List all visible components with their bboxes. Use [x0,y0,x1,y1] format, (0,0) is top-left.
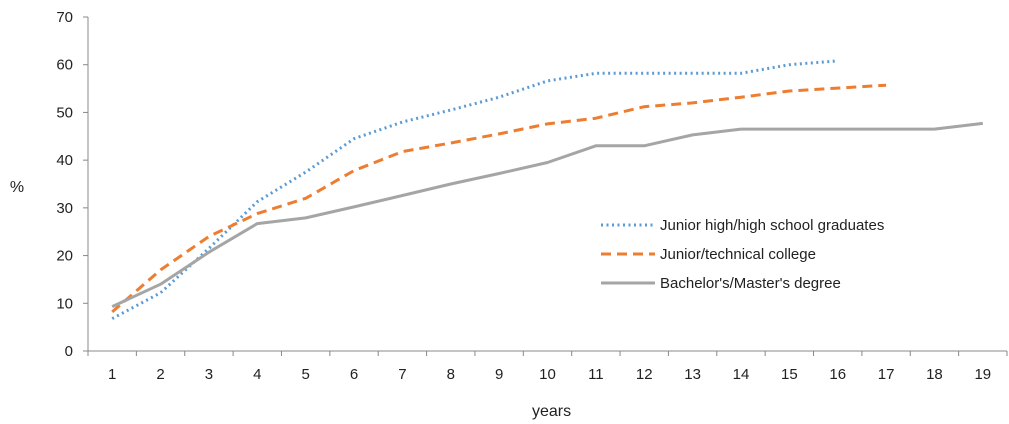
y-axis-ticks: 0 10 20 30 40 50 60 70 [56,9,88,360]
axes [87,17,1007,352]
series-line-2 [111,83,887,314]
series-lines [111,59,983,320]
y-tick-label: 10 [56,295,73,312]
legend: Junior high/high school graduates Junior/… [601,217,884,292]
x-axis-title: years [532,403,571,420]
y-tick-label: 30 [56,200,73,217]
x-tick-label: 16 [829,366,846,383]
y-tick-label: 20 [56,248,73,265]
x-tick-label: 10 [539,366,556,383]
x-tick-label: 9 [495,366,503,383]
x-tick-label: 7 [398,366,406,383]
x-tick-label: 5 [301,366,309,383]
x-tick-label: 8 [447,366,455,383]
y-tick-label: 0 [65,343,73,360]
x-tick-label: 18 [926,366,943,383]
series-line-3 [111,121,983,308]
x-tick-label: 11 [588,366,604,383]
y-tick-label: 60 [56,57,73,74]
x-tick-label: 12 [636,366,653,383]
x-axis-ticks: 1 2 3 4 5 6 7 8 9 10 11 12 13 14 15 16 17 18 19 [87,351,1008,383]
x-tick-label: 1 [108,366,116,383]
y-tick-label: 50 [56,104,73,121]
x-tick-label: 6 [350,366,358,383]
y-tick-label: 40 [56,152,73,169]
x-tick-label: 3 [205,366,213,383]
y-tick-label: 70 [56,9,73,26]
x-tick-label: 15 [781,366,798,383]
x-tick-label: 2 [156,366,164,383]
x-tick-label: 14 [733,366,750,383]
y-axis-title: % [10,179,24,196]
legend-label: Bachelor's/Master's degree [660,275,841,292]
legend-label: Junior/technical college [660,246,816,263]
x-tick-label: 17 [878,366,895,383]
x-tick-label: 19 [974,366,991,383]
legend-label: Junior high/high school graduates [660,217,884,234]
x-tick-label: 4 [253,366,261,383]
x-tick-label: 13 [684,366,701,383]
